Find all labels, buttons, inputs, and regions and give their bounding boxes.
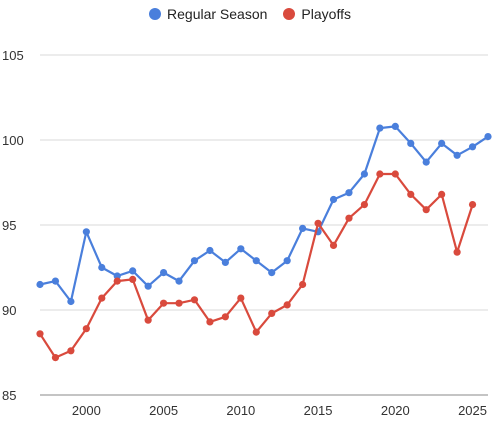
regular-season-point (299, 224, 307, 232)
regular-season-point (221, 258, 229, 266)
playoffs-swatch (283, 8, 296, 20)
legend-label-playoffs: Playoffs (301, 6, 351, 22)
playoffs-point (36, 330, 44, 338)
regular-season-point (360, 170, 369, 178)
playoffs-point (329, 241, 338, 249)
playoffs-point (391, 170, 399, 178)
regular-season-point (237, 245, 245, 253)
regular-season-point (82, 228, 90, 236)
regular-season-point (36, 280, 44, 289)
regular-season-point (484, 133, 492, 141)
y-tick-label: 100 (2, 133, 24, 148)
playoffs-point (314, 219, 322, 227)
regular-season-point (453, 151, 461, 159)
playoffs-point (98, 294, 106, 302)
regular-season-point (175, 277, 183, 285)
regular-season-point (407, 139, 415, 147)
playoffs-point (438, 190, 446, 198)
playoffs-point (468, 201, 477, 209)
legend-item-playoffs[interactable]: Playoffs (283, 6, 351, 22)
regular-season-point (283, 257, 291, 265)
regular-season-point (190, 257, 199, 265)
regular-season-point (129, 267, 137, 275)
playoffs-point (237, 294, 245, 302)
legend: Regular Season Playoffs (0, 6, 500, 22)
playoffs-point (376, 170, 384, 178)
y-tick-label: 85 (2, 388, 16, 403)
x-tick-label: 2010 (226, 403, 255, 418)
playoffs-point (268, 309, 276, 317)
x-tick-label: 2000 (72, 403, 101, 418)
legend-item-regular-season[interactable]: Regular Season (149, 6, 267, 22)
playoffs-point (422, 206, 430, 214)
playoffs-point (407, 190, 415, 198)
x-tick-label: 2025 (458, 403, 487, 418)
regular-season-point (98, 263, 106, 272)
regular-season-point (422, 158, 430, 166)
regular-season-swatch (149, 8, 162, 20)
playoffs-point (283, 301, 291, 309)
regular-season-point (376, 124, 384, 132)
x-tick-label: 2020 (381, 403, 410, 418)
playoffs-point (144, 316, 152, 324)
playoffs-point (345, 214, 353, 222)
regular-season-point (268, 269, 276, 277)
regular-season-line (39, 125, 489, 303)
playoffs-point (129, 275, 137, 283)
regular-season-point (206, 246, 214, 255)
playoffs-point (299, 280, 307, 289)
regular-season-point (67, 297, 75, 306)
playoffs-point (453, 248, 461, 256)
playoffs-point (175, 299, 183, 307)
y-tick-label: 90 (2, 303, 16, 318)
legend-label-regular-season: Regular Season (167, 6, 268, 22)
y-tick-label: 105 (2, 48, 24, 63)
regular-season-point (144, 282, 152, 290)
playoffs-point (190, 296, 199, 304)
playoffs-point (206, 318, 214, 326)
y-tick-label: 95 (2, 218, 16, 233)
regular-season-point (391, 122, 399, 130)
regular-season-point (345, 189, 353, 197)
playoffs-point (221, 313, 229, 321)
x-tick-label: 2015 (304, 403, 333, 418)
playoffs-point (67, 347, 75, 355)
regular-season-point (329, 195, 338, 204)
playoffs-point (159, 299, 168, 307)
regular-season-point (468, 143, 477, 151)
regular-season-point (159, 269, 168, 277)
playoffs-point (360, 201, 369, 209)
x-tick-label: 2005 (149, 403, 178, 418)
regular-season-point (113, 272, 121, 280)
playoffs-point (82, 325, 90, 333)
playoffs-point (51, 354, 60, 362)
regular-season-point (252, 257, 260, 265)
regular-season-point (438, 139, 446, 147)
playoffs-point (252, 328, 260, 336)
playoffs-point (113, 277, 121, 285)
regular-season-point (51, 277, 60, 285)
